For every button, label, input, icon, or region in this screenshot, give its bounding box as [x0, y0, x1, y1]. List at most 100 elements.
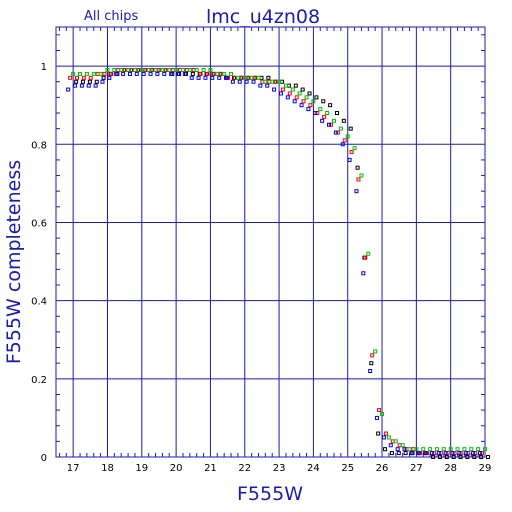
- data-point: [155, 71, 160, 76]
- data-point: [88, 75, 93, 80]
- data-point: [78, 71, 83, 76]
- data-point: [74, 79, 79, 84]
- data-point: [434, 447, 439, 452]
- data-point: [132, 68, 137, 72]
- data-point: [376, 431, 381, 436]
- data-point: [280, 87, 285, 92]
- data-point: [469, 447, 474, 452]
- data-point: [328, 103, 333, 108]
- data-point: [293, 83, 298, 88]
- data-point: [476, 447, 481, 452]
- data-point: [366, 251, 371, 256]
- data-point: [395, 447, 400, 452]
- data-point: [369, 361, 374, 366]
- data-point: [306, 107, 311, 112]
- data-point: [400, 443, 405, 448]
- data-point: [134, 71, 139, 76]
- data-point: [407, 447, 412, 452]
- data-point: [359, 173, 364, 178]
- y-tick-label: 0.4: [31, 297, 47, 308]
- data-point: [457, 451, 462, 456]
- data-point: [100, 79, 105, 84]
- data-point: [444, 455, 449, 459]
- data-point: [297, 91, 302, 96]
- data-point: [251, 79, 256, 84]
- data-point: [334, 111, 339, 115]
- data-point: [230, 79, 235, 84]
- data-point: [167, 68, 172, 72]
- data-point: [421, 447, 426, 452]
- data-point: [205, 71, 210, 76]
- data-point: [429, 451, 434, 456]
- data-point: [98, 71, 103, 76]
- data-point: [307, 91, 312, 96]
- y-tick-label: 0.8: [31, 140, 47, 151]
- chart-subtitle: All chips: [84, 9, 138, 24]
- data-point: [300, 87, 305, 92]
- data-point: [342, 138, 347, 143]
- data-point: [180, 68, 185, 72]
- data-point: [148, 71, 153, 76]
- data-point: [393, 439, 398, 444]
- data-point: [102, 71, 107, 76]
- data-point: [105, 68, 110, 72]
- x-tick-label: 25: [341, 463, 354, 474]
- x-tick-label: 29: [479, 463, 492, 474]
- data-point: [203, 75, 208, 80]
- data-point: [373, 349, 378, 354]
- data-point: [325, 111, 330, 115]
- data-point: [222, 71, 227, 76]
- data-point: [375, 415, 380, 420]
- data-point: [431, 455, 436, 459]
- data-point: [94, 79, 99, 84]
- data-point: [189, 75, 194, 80]
- data-point: [381, 435, 386, 440]
- data-point: [277, 79, 282, 84]
- data-point: [471, 451, 476, 456]
- data-point: [423, 451, 428, 456]
- data-point: [450, 451, 455, 456]
- data-point: [326, 122, 331, 127]
- data-point: [256, 75, 261, 80]
- plot-border: [55, 26, 486, 458]
- data-point: [208, 68, 213, 72]
- data-point: [348, 126, 353, 131]
- data-point: [333, 130, 338, 135]
- data-point: [272, 87, 277, 92]
- data-point: [81, 79, 86, 84]
- data-point: [242, 75, 247, 80]
- data-point: [483, 447, 487, 452]
- data-point: [383, 431, 388, 436]
- data-point: [338, 126, 343, 131]
- data-point: [414, 447, 419, 452]
- data-point: [235, 75, 240, 80]
- data-point: [396, 451, 401, 456]
- data-point: [196, 75, 201, 80]
- x-tick-label: 20: [170, 463, 183, 474]
- x-tick-label: 27: [410, 463, 423, 474]
- x-tick-labels: 17 18 19 20 21 22 23 24 25 26 27 28 29: [67, 463, 492, 474]
- data-points: [66, 68, 490, 459]
- data-point: [363, 255, 368, 260]
- data-point: [441, 447, 446, 452]
- data-point: [187, 68, 192, 72]
- data-point: [194, 68, 199, 72]
- data-point: [84, 71, 89, 76]
- x-tick-label: 18: [101, 463, 114, 474]
- data-point: [198, 71, 203, 76]
- data-point: [388, 443, 393, 448]
- data-point: [389, 451, 394, 456]
- data-point: [101, 75, 106, 80]
- data-point: [301, 99, 306, 104]
- data-point: [127, 71, 132, 76]
- data-point: [451, 455, 456, 459]
- data-point: [386, 435, 391, 440]
- data-point: [121, 71, 126, 76]
- data-point: [258, 83, 263, 88]
- x-tick-label: 28: [444, 463, 457, 474]
- data-point: [349, 150, 354, 155]
- data-point: [86, 83, 91, 88]
- data-point: [409, 451, 414, 456]
- data-point: [114, 71, 119, 76]
- data-point: [340, 142, 345, 147]
